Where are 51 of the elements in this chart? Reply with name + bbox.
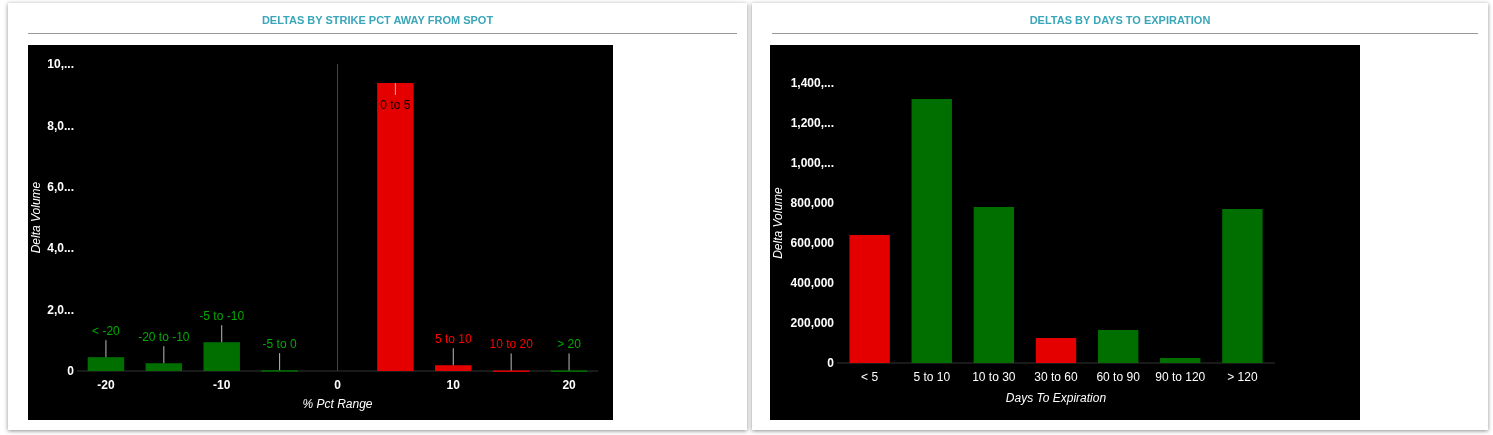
x-tick-label: > 120 (1227, 370, 1258, 384)
y-axis-title: Delta Volume (29, 181, 43, 254)
y-axis-title: Delta Volume (771, 186, 785, 259)
text: 10,... (47, 57, 74, 72)
annotation: -5 to 0 (262, 337, 297, 352)
x-tick-label: 90 to 120 (1155, 370, 1206, 384)
text: 4,0... (47, 241, 74, 256)
text: 8,0... (47, 118, 74, 133)
text: 2,0... (47, 302, 74, 317)
annotation: 0 to 5 (380, 98, 411, 112)
chart-title: DELTAS BY DAYS TO EXPIRATION (1029, 14, 1211, 26)
x-tick-label: 0 (334, 378, 342, 392)
annotation: 10 to 20 (489, 337, 534, 352)
text: 6,0... (47, 180, 74, 194)
bar (377, 83, 414, 371)
bar (87, 357, 125, 371)
x-tick-label: -20 (97, 378, 115, 392)
y-tick-label: 1,400,... (790, 76, 834, 91)
annotation: 5 to 10 (434, 332, 472, 347)
y-tick-label: 0 (827, 356, 835, 371)
bar (911, 99, 952, 363)
x-tick-label: 10 to 30 (972, 370, 1016, 384)
x-axis-title: Days To Expiration (1005, 391, 1107, 405)
annotation: -20 to -10 (138, 330, 190, 345)
annotation: > 20 (557, 337, 582, 352)
y-tick-label: 400,000 (790, 276, 835, 291)
bar (973, 207, 1015, 363)
x-tick-label: 5 to 10 (913, 370, 951, 384)
x-tick-label: 10 (446, 378, 461, 392)
bar (1097, 330, 1139, 363)
bar (1222, 209, 1263, 363)
x-axis-title: % Pct Range (302, 397, 373, 411)
bar (435, 365, 472, 371)
bar (203, 342, 240, 371)
bar (849, 235, 890, 363)
x-tick-label: 30 to 60 (1034, 370, 1079, 384)
y-tick-label: 800,000 (790, 196, 835, 211)
y-tick-label: 200,000 (790, 316, 835, 331)
x-tick-label: < 5 (861, 370, 879, 384)
bar (145, 363, 183, 371)
y-tick-label: 600,000 (790, 236, 835, 251)
x-tick-label: 20 (562, 378, 577, 392)
annotation: < -20 (92, 324, 121, 339)
y-tick-label: 1,200,... (790, 116, 834, 131)
annotation: -5 to -10 (199, 309, 245, 324)
x-tick-label: 60 to 90 (1096, 370, 1141, 384)
y-tick-label: 1,000,... (790, 156, 834, 171)
bar (1035, 338, 1077, 363)
x-tick-label: -10 (213, 378, 231, 392)
bar (1160, 358, 1201, 363)
chart-title: DELTAS BY STRIKE PCT AWAY FROM SPOT (261, 14, 494, 26)
